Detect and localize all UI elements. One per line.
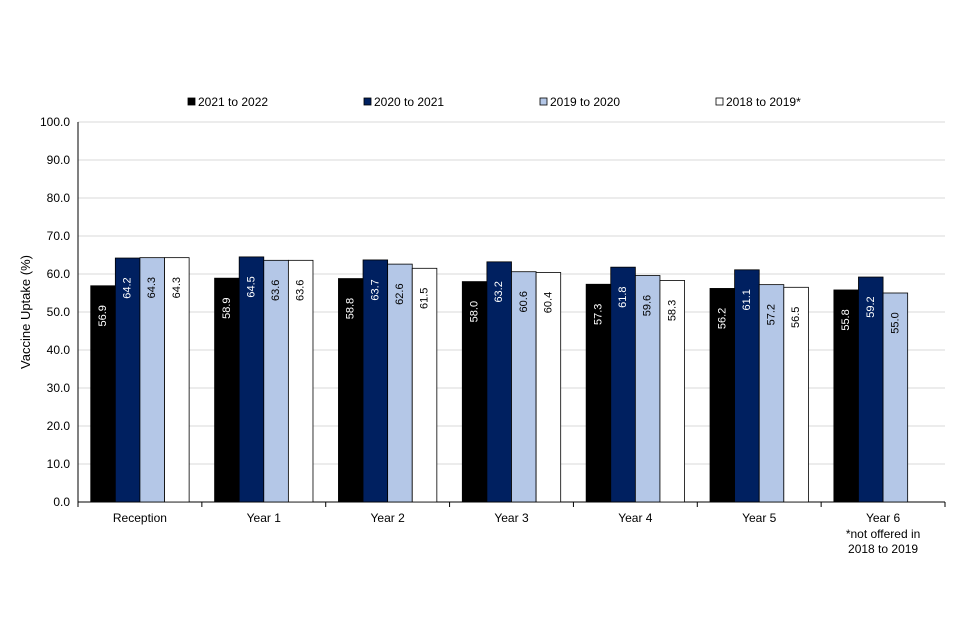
bar	[833, 289, 859, 503]
data-label: 61.5	[419, 288, 431, 309]
bar	[659, 280, 685, 503]
x-category-note: *not offered in 2018 to 2019	[846, 527, 921, 556]
y-tick-label: 100.0	[40, 115, 70, 129]
x-category-label: Year 2	[371, 511, 406, 525]
bar	[164, 257, 190, 503]
data-label: 63.6	[270, 280, 282, 301]
data-label: 64.3	[146, 277, 158, 298]
bar	[139, 257, 165, 503]
y-tick-label: 90.0	[47, 153, 71, 167]
data-label: 63.2	[493, 281, 505, 302]
x-category-label: Year 3	[494, 511, 529, 525]
data-label: 58.3	[666, 300, 678, 321]
legend-swatch	[715, 97, 724, 106]
data-label: 58.0	[469, 301, 481, 322]
bar	[362, 259, 389, 503]
bar	[411, 267, 438, 503]
bar	[338, 278, 364, 503]
y-tick-label: 20.0	[47, 419, 71, 433]
x-category-label: Year 4	[618, 511, 653, 525]
data-label: 56.2	[716, 308, 728, 329]
bar	[758, 284, 785, 503]
legend-swatch	[363, 97, 372, 106]
y-tick-label: 70.0	[47, 229, 71, 243]
bar	[238, 256, 265, 503]
x-category-label: Year 5	[742, 511, 777, 525]
data-label: 61.8	[617, 286, 629, 307]
data-label: 56.5	[790, 307, 802, 328]
bar	[263, 259, 289, 503]
bar	[882, 292, 909, 503]
data-label: 61.1	[741, 289, 753, 310]
legend-label: 2019 to 2020	[550, 95, 620, 109]
legend-label: 2018 to 2019*	[726, 95, 801, 109]
data-label: 55.0	[889, 312, 901, 333]
legend-swatch	[539, 97, 548, 106]
legend-label: 2021 to 2022	[198, 95, 268, 109]
bar	[486, 261, 512, 503]
data-label: 64.5	[245, 276, 257, 297]
bar	[114, 257, 141, 503]
y-axis-title: Vaccine Uptake (%)	[18, 255, 33, 369]
data-label: 59.6	[642, 295, 654, 316]
bar	[858, 276, 884, 503]
legend-label: 2020 to 2021	[374, 95, 444, 109]
bar	[783, 286, 809, 503]
bar	[610, 266, 636, 503]
y-tick-label: 60.0	[47, 267, 71, 281]
bar	[535, 272, 562, 503]
bar	[734, 269, 760, 503]
bar	[709, 288, 736, 503]
bar	[634, 275, 661, 503]
data-label: 60.6	[518, 291, 530, 312]
y-tick-label: 10.0	[47, 457, 71, 471]
bar	[461, 281, 488, 503]
bar	[287, 259, 314, 503]
data-label: 63.7	[369, 279, 381, 300]
x-category-label: Year 6	[866, 511, 901, 525]
data-label: 58.8	[345, 298, 357, 319]
y-tick-label: 40.0	[47, 343, 71, 357]
data-label: 58.9	[221, 297, 233, 318]
data-label: 62.6	[394, 283, 406, 304]
data-label: 57.2	[766, 304, 778, 325]
data-label: 56.9	[97, 305, 109, 326]
bar	[387, 263, 413, 503]
data-label: 55.8	[840, 309, 852, 330]
y-tick-label: 0.0	[53, 495, 70, 509]
y-tick-label: 50.0	[47, 305, 71, 319]
data-label: 57.3	[592, 304, 604, 325]
data-label: 64.3	[171, 277, 183, 298]
data-label: 60.4	[542, 292, 554, 313]
data-label: 59.2	[865, 296, 877, 317]
bar	[511, 271, 537, 503]
y-tick-label: 80.0	[47, 191, 71, 205]
data-label: 63.6	[295, 280, 307, 301]
legend-swatch	[187, 97, 196, 106]
x-category-label: Year 1	[247, 511, 282, 525]
bar	[585, 283, 612, 503]
x-category-label: Reception	[113, 511, 167, 525]
data-label: 64.2	[122, 277, 134, 298]
y-tick-label: 30.0	[47, 381, 71, 395]
